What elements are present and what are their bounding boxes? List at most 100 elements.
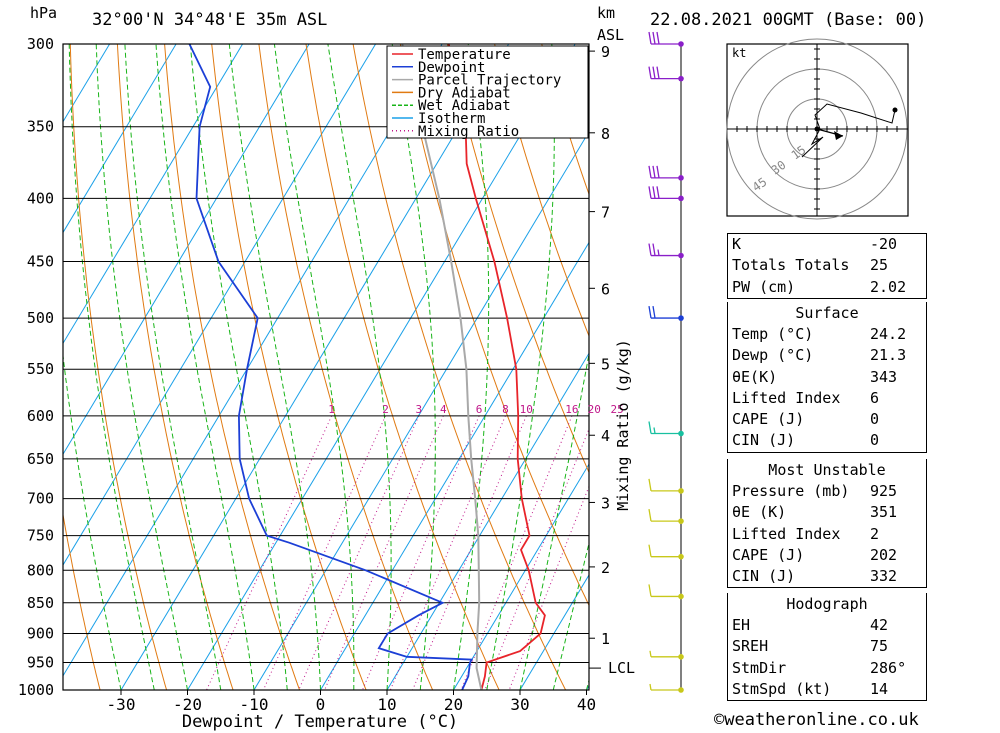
wet-adiabat-line xyxy=(63,351,122,690)
mixing-ratio-tick-label: 20 xyxy=(588,403,601,416)
wind-barb xyxy=(648,66,681,80)
isotherm-line xyxy=(63,44,310,456)
pressure-tick-label: 800 xyxy=(27,561,54,579)
legend-label: Dewpoint xyxy=(418,60,485,76)
index-row: EH 42 xyxy=(728,615,926,636)
isotherm-line xyxy=(320,241,589,690)
mixing-ratio-tick-label: 1 xyxy=(328,403,335,416)
parcel-trajectory-series xyxy=(401,44,483,690)
indices-hodograph-box: Hodograph EH 42 SREH 75 StmDir 286° StmSpd (kt)… xyxy=(727,593,927,702)
dry-adiabat-line xyxy=(211,44,367,690)
pressure-tick-label: 300 xyxy=(27,35,54,53)
index-value: 14 xyxy=(870,679,889,698)
index-value: 75 xyxy=(870,637,889,656)
mixing-ratio-tick-label: 6 xyxy=(476,403,483,416)
dry-adiabat-line xyxy=(494,44,589,338)
isotherm-line xyxy=(453,463,589,690)
index-label: CIN (J) xyxy=(732,431,796,450)
pressure-tick-label: 850 xyxy=(27,594,54,612)
index-row: θE (K) 351 xyxy=(728,502,926,523)
index-label: StmDir xyxy=(732,658,787,677)
wet-adiabat-line xyxy=(155,44,255,690)
axes: 3003504004505005506006507007508008509009… xyxy=(18,35,635,714)
hodograph-unit-label: kt xyxy=(732,46,746,60)
mixing-ratio-line xyxy=(262,415,386,690)
dry-adiabat-line xyxy=(305,44,500,690)
index-section-title: Most Unstable xyxy=(768,461,886,479)
legend-label: Dry Adiabat xyxy=(418,85,511,101)
index-value: 25 xyxy=(870,256,889,275)
legend-label: Isotherm xyxy=(418,111,485,127)
index-row: Dewp (°C) 21.3 xyxy=(728,345,926,366)
height-tick-label: 8 xyxy=(601,125,610,143)
index-row: θE(K) 343 xyxy=(728,367,926,388)
legend-label: Parcel Trajectory xyxy=(418,73,561,89)
mixing-ratio-tick-label: 4 xyxy=(440,403,447,416)
hodograph-ring-label: 30 xyxy=(769,158,789,178)
pressure-tick-label: 350 xyxy=(27,118,54,136)
wind-barb xyxy=(648,305,681,319)
index-section-title: Hodograph xyxy=(786,595,868,613)
asl-label: ASL xyxy=(597,26,625,44)
dry-adiabat-line xyxy=(966,44,1000,690)
index-row: CAPE (J) 202 xyxy=(728,545,926,566)
isotherm-line xyxy=(253,130,589,690)
isotherm-line xyxy=(63,44,111,123)
index-row: Lifted Index 6 xyxy=(728,388,926,409)
pressure-unit-label: hPa xyxy=(30,4,58,22)
wet-adiabat-line xyxy=(453,44,490,690)
index-label: PW (cm) xyxy=(732,277,796,296)
pressure-tick-label: 450 xyxy=(27,253,54,271)
index-value: 2.02 xyxy=(870,277,907,296)
index-value: 202 xyxy=(870,545,898,564)
pressure-gridlines xyxy=(63,43,589,691)
index-label: θE(K) xyxy=(732,367,778,386)
wind-barb xyxy=(649,650,681,658)
wind-barb xyxy=(648,243,681,257)
isotherm-line xyxy=(63,44,377,566)
index-label: SREH xyxy=(732,637,769,656)
index-label: CAPE (J) xyxy=(732,545,805,564)
index-value: 332 xyxy=(870,567,898,586)
index-value: 343 xyxy=(870,367,898,386)
plot-frame xyxy=(62,43,590,691)
pressure-tick-label: 750 xyxy=(27,527,54,545)
height-tick-label: 6 xyxy=(601,280,610,298)
index-section-title: Surface xyxy=(795,304,859,322)
indices-top-box: K -20 Totals Totals 25 PW (cm) 2.02 xyxy=(727,233,927,299)
x-tick-label: -30 xyxy=(107,695,136,714)
index-value: 286° xyxy=(870,658,907,677)
index-row: CAPE (J) 0 xyxy=(728,409,926,430)
wind-barb xyxy=(648,509,681,522)
dry-adiabat-line xyxy=(258,44,434,690)
index-label: Lifted Index xyxy=(732,388,841,407)
dry-adiabat-line xyxy=(63,511,101,690)
mixing-ratio-labels: 1 2 3 4 6 8 10 16 20 25 xyxy=(328,403,623,416)
watermark: ©weatheronline.co.uk xyxy=(714,710,919,730)
wind-barb xyxy=(648,186,681,200)
index-value: 351 xyxy=(870,503,898,522)
mixing-ratio-tick-label: 2 xyxy=(382,403,389,416)
wind-profile xyxy=(648,31,684,693)
wet-adiabat-line xyxy=(124,44,222,690)
index-label: Temp (°C) xyxy=(732,325,814,343)
pressure-tick-label: 600 xyxy=(27,407,54,425)
index-row: CIN (J) 332 xyxy=(728,566,926,587)
mixing-ratio-line xyxy=(412,415,527,690)
x-tick-label: 40 xyxy=(577,695,596,714)
lcl-label: LCL xyxy=(608,659,635,677)
height-tick-label: 7 xyxy=(601,204,610,222)
index-value: 42 xyxy=(870,616,889,634)
dry-adiabat-line xyxy=(446,44,589,474)
x-tick-label: 30 xyxy=(510,695,529,714)
height-tick-label: 3 xyxy=(601,494,610,512)
isotherm-line xyxy=(120,44,510,690)
height-tick-label: 2 xyxy=(601,559,610,577)
hodograph-ring-label: 15 xyxy=(789,143,809,163)
index-row: CIN (J) 0 xyxy=(728,430,926,451)
mixing-ratio-axis-label: Mixing Ratio (g/kg) xyxy=(614,339,632,511)
index-row: PW (cm) 2.02 xyxy=(728,277,926,298)
index-label: Dewp (°C) xyxy=(732,346,814,365)
mixing-ratio-tick-label: 25 xyxy=(610,403,623,416)
